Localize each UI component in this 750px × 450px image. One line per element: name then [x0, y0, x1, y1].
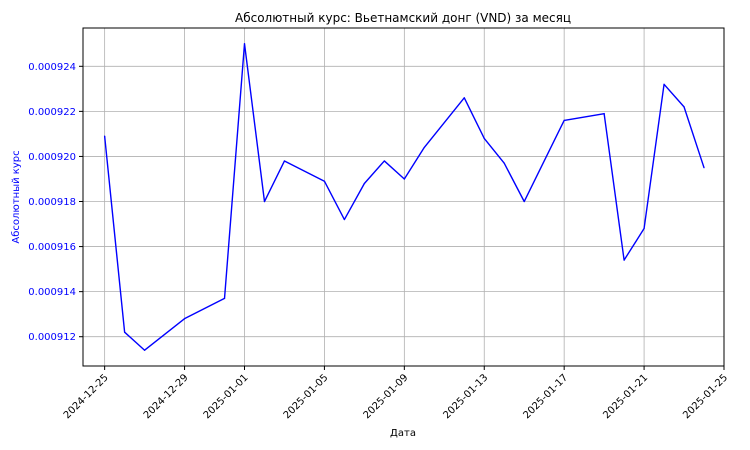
data-point	[463, 97, 465, 99]
data-point	[104, 135, 106, 137]
data-point	[603, 113, 605, 115]
data-point	[363, 182, 365, 185]
data-point	[403, 178, 405, 180]
data-point	[183, 318, 186, 320]
data-point	[144, 349, 146, 351]
data-point	[703, 167, 705, 169]
series-layer	[103, 43, 705, 351]
data-point	[124, 331, 126, 333]
chart-title: Абсолютный курс: Вьетнамский донг (VND) …	[235, 11, 571, 25]
x-axis-label: Дата	[390, 428, 416, 439]
y-axis: 0.000912 0.000914 0.000916 0.000918 0.000920…	[28, 62, 83, 343]
data-point	[683, 106, 685, 108]
data-point	[223, 297, 226, 299]
data-point	[503, 162, 505, 164]
y-axis-label: Абсолютный курс	[11, 150, 22, 243]
data-point	[383, 160, 385, 162]
data-point	[263, 200, 266, 203]
y-tick-label: 0.000914	[28, 287, 76, 298]
data-point	[423, 146, 425, 149]
y-tick-label: 0.000920	[28, 152, 76, 163]
data-point	[283, 160, 286, 162]
y-tick-label: 0.000918	[28, 197, 76, 208]
data-point	[483, 137, 485, 140]
data-point	[663, 83, 665, 85]
data-point	[243, 43, 246, 45]
y-tick-label: 0.000922	[28, 107, 76, 118]
data-point	[323, 180, 326, 182]
data-point	[343, 218, 345, 221]
y-tick-label: 0.000916	[28, 242, 76, 253]
data-point	[643, 227, 645, 230]
data-point	[523, 200, 525, 203]
y-tick-label: 0.000912	[28, 332, 76, 343]
data-point	[563, 119, 565, 121]
plot-frame	[82, 27, 725, 367]
data-point	[623, 259, 625, 261]
y-tick-label: 0.000924	[28, 62, 76, 73]
